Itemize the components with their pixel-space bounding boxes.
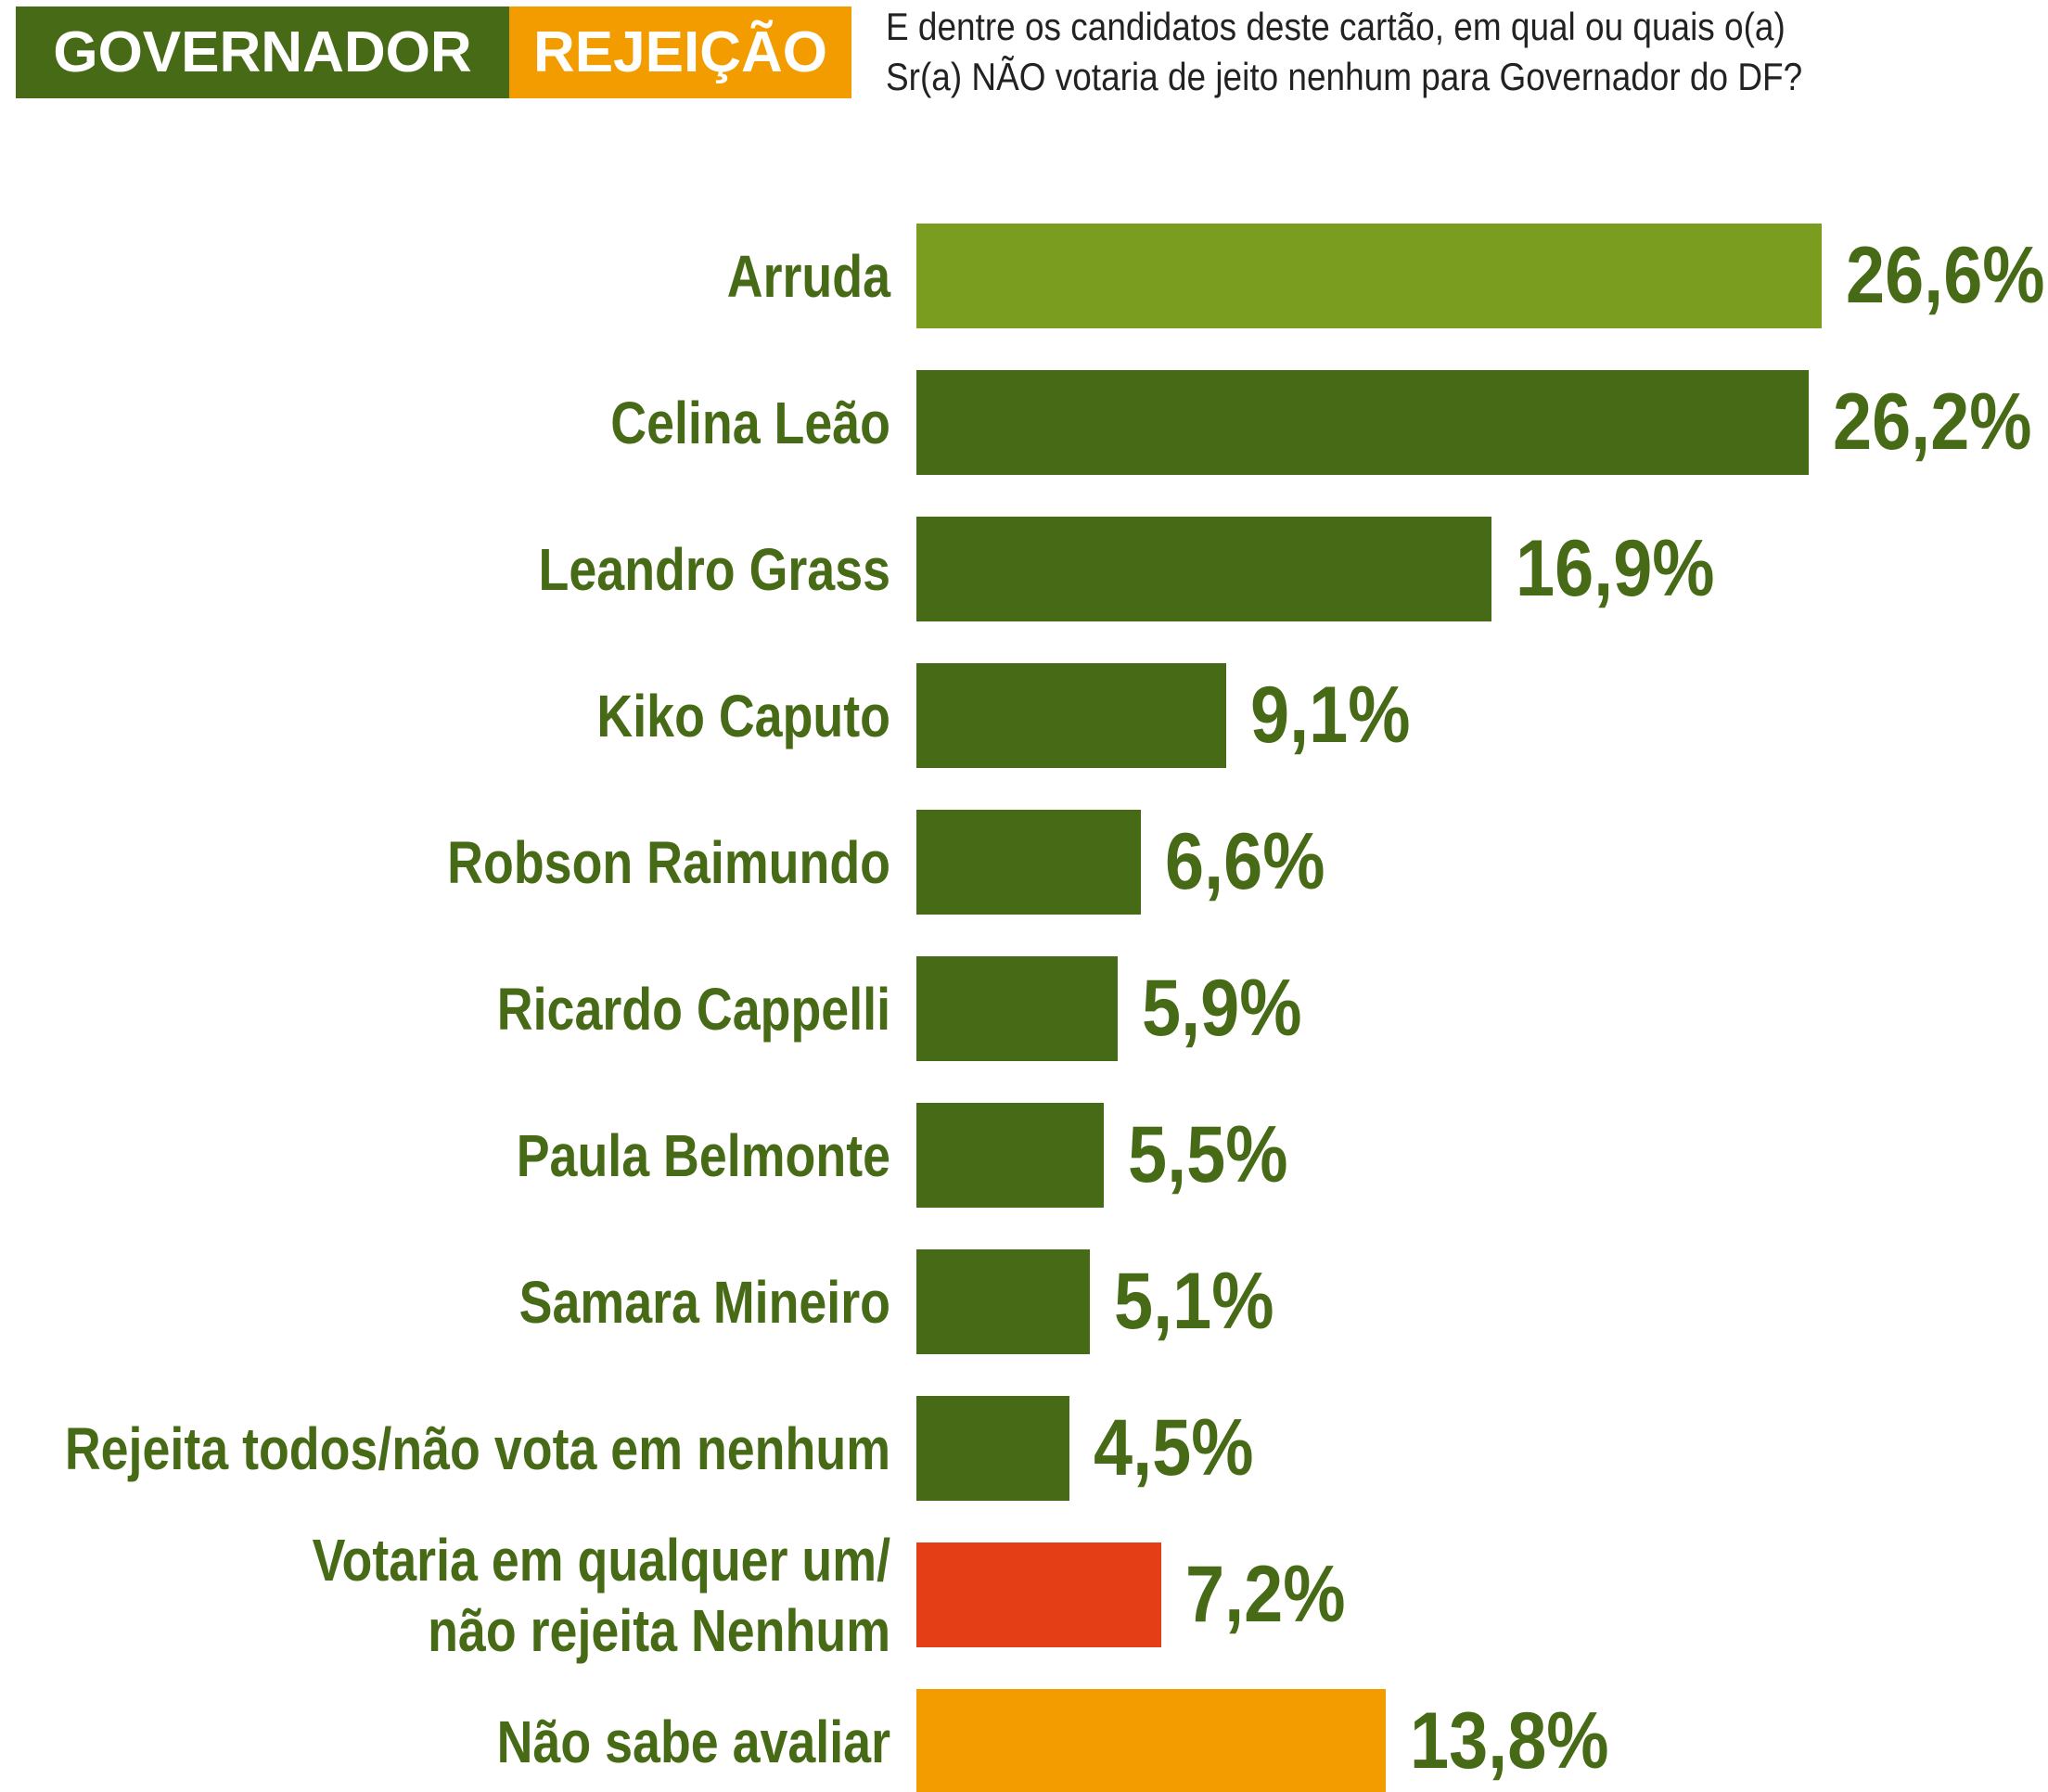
tag: GOVERNADOR [16, 6, 509, 98]
question: E dentre os candidatos deste cartão, em … [886, 5, 1803, 98]
category-label: Samara Mineiro [518, 1268, 890, 1336]
category-label: Paula Belmonte [516, 1121, 890, 1189]
value-label: 9,1% [1249, 671, 1411, 760]
value-label: 26,2% [1832, 378, 2032, 467]
bar [916, 1103, 1104, 1208]
value-label: 26,6% [1846, 231, 2045, 320]
category-label: Leandro Grass [538, 535, 890, 603]
category-label: Celina Leão [610, 389, 890, 456]
bar [916, 810, 1142, 915]
bar [916, 1542, 1162, 1647]
bar [916, 224, 1823, 328]
category-label: Não sabe avaliar [496, 1708, 890, 1775]
bar [916, 1689, 1387, 1792]
category-label: Arruda [726, 242, 890, 310]
bar [916, 517, 1492, 621]
value-label: 7,2% [1185, 1550, 1346, 1639]
category-label: Votaria em qualquer um/ não rejeita Nenh… [312, 1526, 890, 1664]
bar [916, 1249, 1091, 1354]
bar [916, 663, 1226, 768]
category-label: Rejeita todos/não vota em nenhum [64, 1414, 890, 1482]
value-label: 5,9% [1141, 964, 1302, 1053]
value-label: 6,6% [1165, 817, 1325, 906]
topic: REJEIÇÃO [509, 6, 851, 98]
bar [916, 1396, 1070, 1501]
value-label: 5,1% [1114, 1257, 1274, 1346]
bar [916, 370, 1809, 475]
bar [916, 956, 1118, 1061]
value-label: 5,5% [1127, 1110, 1288, 1199]
category-label: Kiko Caputo [596, 682, 890, 749]
value-label: 13,8% [1410, 1696, 1610, 1786]
category-label: Robson Raimundo [447, 828, 890, 896]
value-label: 4,5% [1094, 1403, 1254, 1492]
value-label: 16,9% [1516, 524, 1715, 613]
category-label: Ricardo Cappelli [496, 975, 890, 1043]
